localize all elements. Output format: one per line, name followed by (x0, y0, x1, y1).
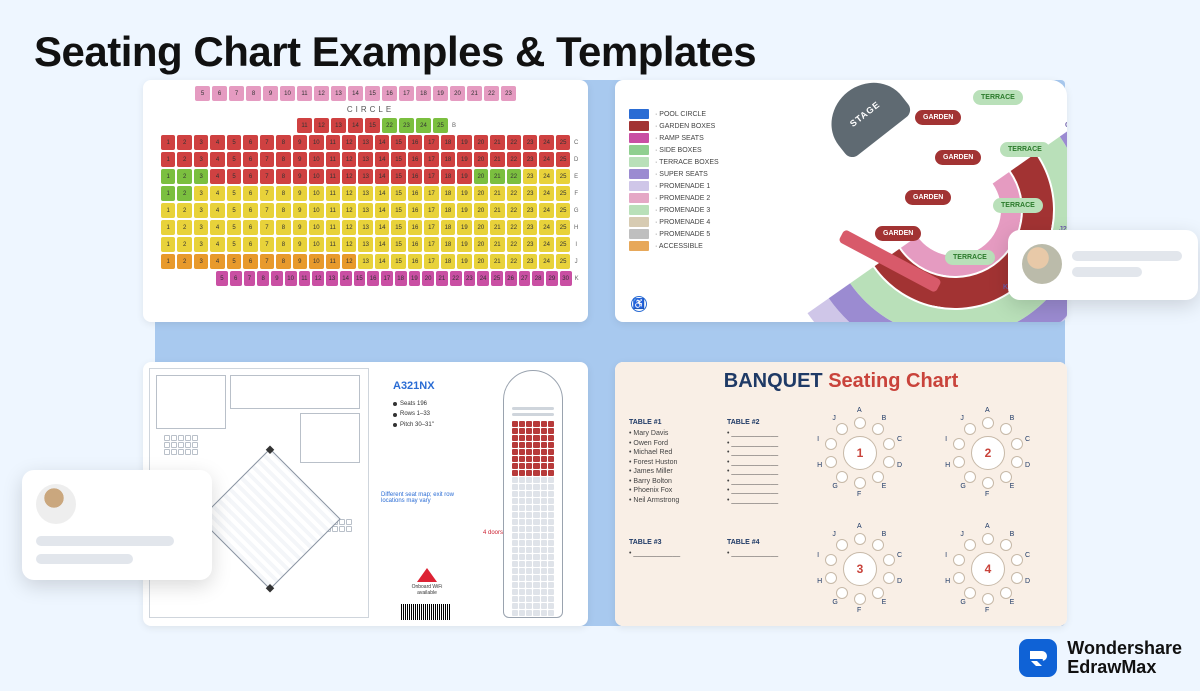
brand-line1: Wondershare (1067, 639, 1182, 658)
guest-column: TABLE #1• Mary Davis• Owen Ford• Michael… (629, 418, 679, 505)
placeholder-line (36, 536, 174, 546)
guest-column: TABLE #3• ____________ (629, 538, 680, 559)
legend-row: · POOL CIRCLE (629, 108, 719, 120)
banquet-title: BANQUET Seating Chart (615, 370, 1067, 393)
theater-row: 1234567891011121314151617181920212223242… (161, 169, 580, 184)
legend-row: · GARDEN BOXES (629, 120, 719, 132)
panel-theater: 567891011121314151617181920212223 CIRCLE 1… (143, 80, 588, 322)
circle-label: CIRCLE (161, 103, 580, 116)
avatar (36, 484, 76, 524)
legend-row: · ACCESSIBLE (629, 240, 719, 252)
page-title: Seating Chart Examples & Templates (0, 0, 1200, 76)
template-canvas: 567891011121314151617181920212223 CIRCLE 1… (155, 80, 1065, 626)
guest-column: TABLE #2• ____________• ____________• __… (727, 418, 778, 505)
theater-row: 1234567891011121314151617181920212223242… (161, 152, 580, 167)
banquet-table: 1ABCDEFGHIJ (821, 414, 899, 492)
banquet-table: 2ABCDEFGHIJ (949, 414, 1027, 492)
airplane-specs: Seats 196Rows 1–33Pitch 30–31" (393, 400, 463, 431)
brand-logo-icon (1019, 639, 1057, 677)
legend-row: · RAMP SEATS (629, 132, 719, 144)
theater-row: 567891011121314151617181920212223 (161, 86, 580, 101)
legend-row: · PROMENADE 1 (629, 180, 719, 192)
theater-row: 1234567891011121314151617181920212223242… (161, 186, 580, 201)
banquet-table: 4ABCDEFGHIJ (949, 530, 1027, 608)
avatar (1022, 244, 1062, 284)
amphi-legend: · POOL CIRCLE· GARDEN BOXES· RAMP SEATS·… (629, 108, 719, 252)
theater-row: 1234567891011121314151617181920212223242… (161, 254, 580, 269)
theater-row: 1234567891011121314151617181920212223242… (161, 203, 580, 218)
airplane-body (503, 370, 563, 618)
theater-row: 1234567891011121314151617181920212223242… (161, 135, 580, 150)
panel-banquet: BANQUET Seating Chart TABLE #1• Mary Dav… (615, 362, 1067, 626)
legend-row: · PROMENADE 2 (629, 192, 719, 204)
theater-row: 111213141522232425B (161, 118, 580, 133)
theater-row: 5678910111213141516171819202122232425262… (161, 271, 580, 286)
placeholder-line (36, 554, 133, 564)
placeholder-line (1072, 267, 1142, 277)
legend-row: · PROMENADE 5 (629, 228, 719, 240)
airplane-title: A321NX (393, 380, 435, 392)
user-card-right (1008, 230, 1198, 300)
wifi-icon: Onboard WiFi available (403, 568, 451, 596)
legend-row: · SUPER SEATS (629, 168, 719, 180)
user-card-left (22, 470, 212, 580)
legend-row: · PROMENADE 3 (629, 204, 719, 216)
brand: Wondershare EdrawMax (1019, 639, 1182, 677)
theater-row: 1234567891011121314151617181920212223242… (161, 220, 580, 235)
legend-row: · SIDE BOXES (629, 144, 719, 156)
brand-line2: EdrawMax (1067, 658, 1182, 677)
legend-row: · TERRACE BOXES (629, 156, 719, 168)
wheelchair-icon: ♿ (631, 296, 647, 312)
airplane-note: Different seat map; exit row locations m… (381, 492, 461, 504)
legend-row: · PROMENADE 4 (629, 216, 719, 228)
guest-column: TABLE #4• ____________ (727, 538, 778, 559)
barcode-icon (401, 604, 451, 620)
panel-amphitheater: · POOL CIRCLE· GARDEN BOXES· RAMP SEATS·… (615, 80, 1067, 322)
placeholder-line (1072, 251, 1182, 261)
banquet-table: 3ABCDEFGHIJ (821, 530, 899, 608)
theater-row: 1234567891011121314151617181920212223242… (161, 237, 580, 252)
